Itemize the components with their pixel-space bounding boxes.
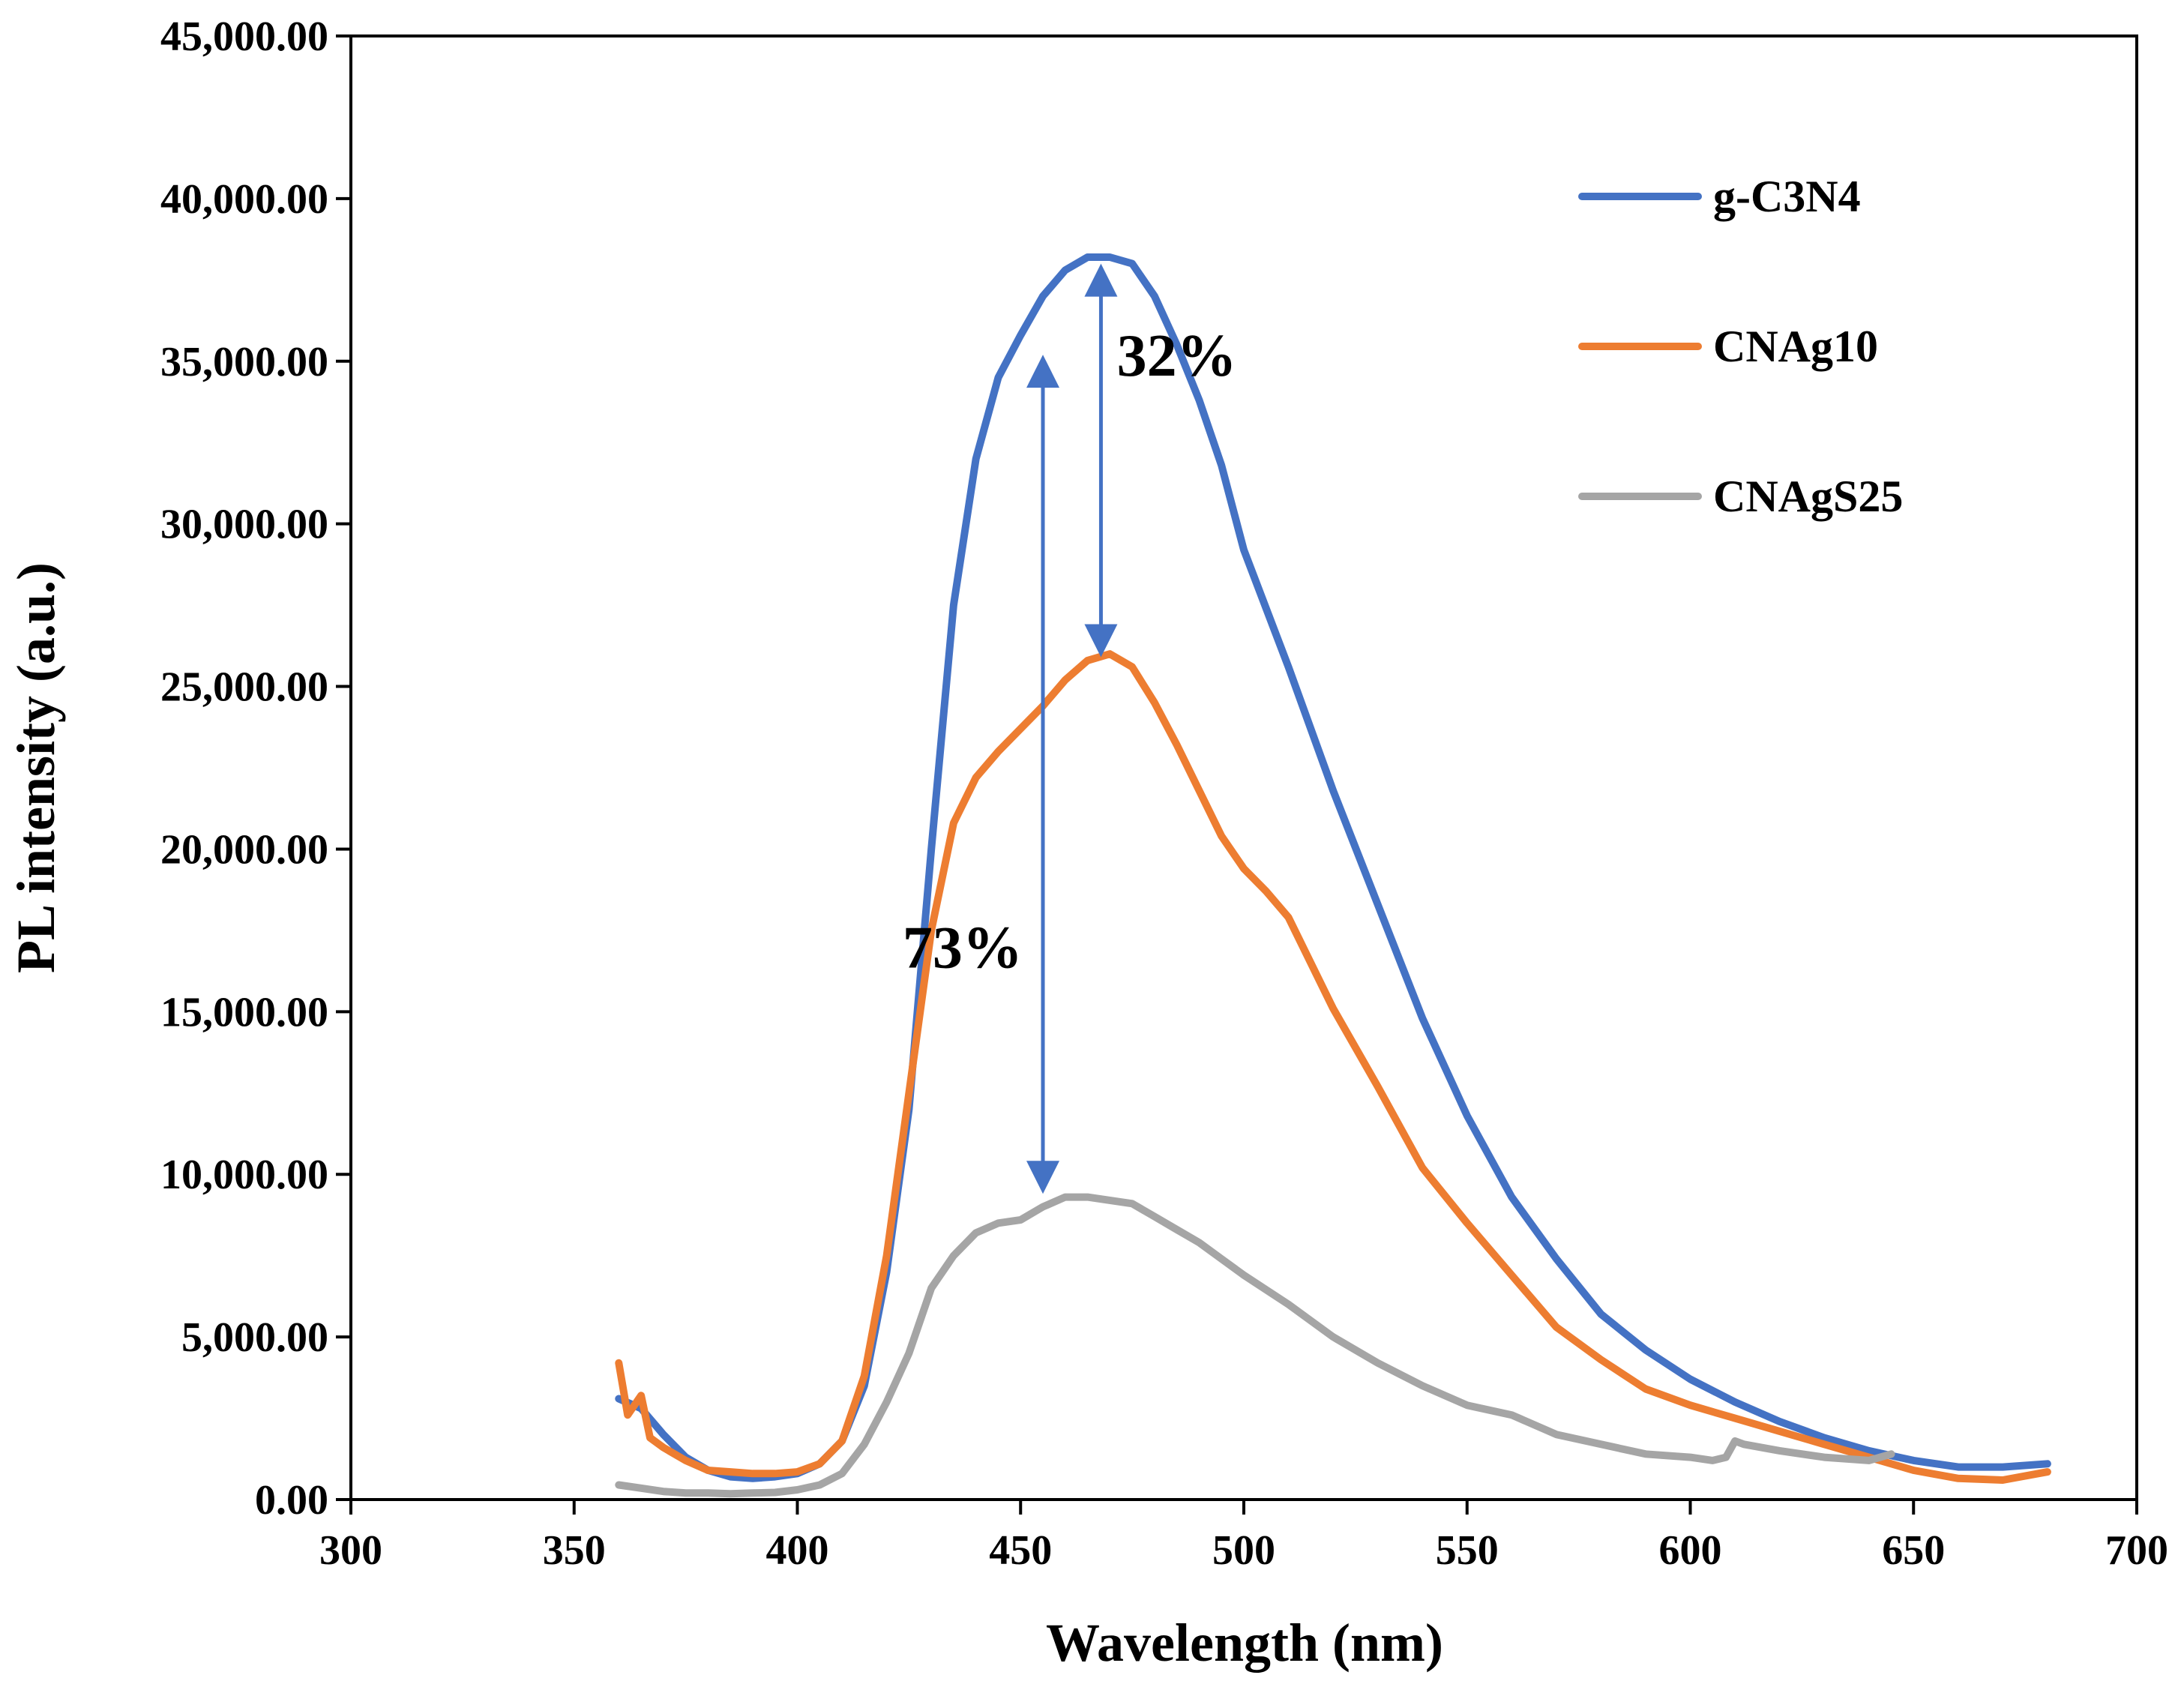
x-tick-label: 550	[1436, 1527, 1499, 1574]
x-tick-label: 300	[319, 1527, 382, 1574]
y-tick-label: 20,000.00	[160, 826, 328, 873]
x-tick-label: 400	[766, 1527, 829, 1574]
y-tick-label: 45,000.00	[160, 13, 328, 60]
double-arrow	[1026, 355, 1060, 1194]
legend-label: g-C3N4	[1713, 172, 1861, 221]
y-tick-label: 10,000.00	[160, 1152, 328, 1198]
arrow-head-down	[1084, 624, 1118, 658]
y-axis-ticks: 0.00 5,000.00 10,000.00 15,000.00 20,000.00 2…	[160, 13, 351, 1524]
series-line-cnag10	[615, 650, 2051, 1484]
double-arrow	[1084, 263, 1118, 658]
x-tick-label: 600	[1659, 1527, 1722, 1574]
x-tick-label: 700	[2105, 1527, 2168, 1574]
annotation-label: 73%	[903, 915, 1023, 981]
series-lines	[615, 253, 2051, 1498]
percentage-annotations: 32% 73%	[903, 323, 1237, 981]
y-axis-title: PL intensity (a.u.)	[6, 562, 66, 973]
y-tick-label: 25,000.00	[160, 664, 328, 711]
annotation-label: 32%	[1117, 323, 1237, 389]
x-axis-ticks: 300 350 400 450 500 550 600 650 700	[319, 1500, 2168, 1574]
x-tick-label: 350	[543, 1527, 606, 1574]
legend-item: g-C3N4	[1578, 172, 1861, 221]
y-tick-label: 5,000.00	[181, 1314, 328, 1361]
y-tick-label: 35,000.00	[160, 339, 328, 385]
y-tick-label: 30,000.00	[160, 502, 328, 548]
legend: g-C3N4 CNAg10 CNAgS25	[1578, 172, 1903, 521]
y-tick-label: 40,000.00	[160, 176, 328, 223]
x-tick-label: 500	[1212, 1527, 1275, 1574]
arrow-head-up	[1026, 355, 1060, 388]
legend-label: CNAg10	[1713, 322, 1878, 371]
arrow-head-down	[1026, 1161, 1060, 1194]
legend-label: CNAgS25	[1713, 472, 1903, 521]
legend-item: CNAg10	[1578, 322, 1878, 371]
series-line-cnags25	[615, 1193, 1895, 1498]
difference-arrows	[1026, 263, 1118, 1194]
y-tick-label: 0.00	[255, 1477, 328, 1524]
arrow-head-up	[1084, 263, 1118, 297]
legend-item: CNAgS25	[1578, 472, 1903, 521]
x-axis-title: Wavelength (nm)	[1046, 1613, 1443, 1673]
x-tick-label: 450	[989, 1527, 1052, 1574]
y-tick-label: 15,000.00	[160, 989, 328, 1035]
x-tick-label: 650	[1882, 1527, 1945, 1574]
